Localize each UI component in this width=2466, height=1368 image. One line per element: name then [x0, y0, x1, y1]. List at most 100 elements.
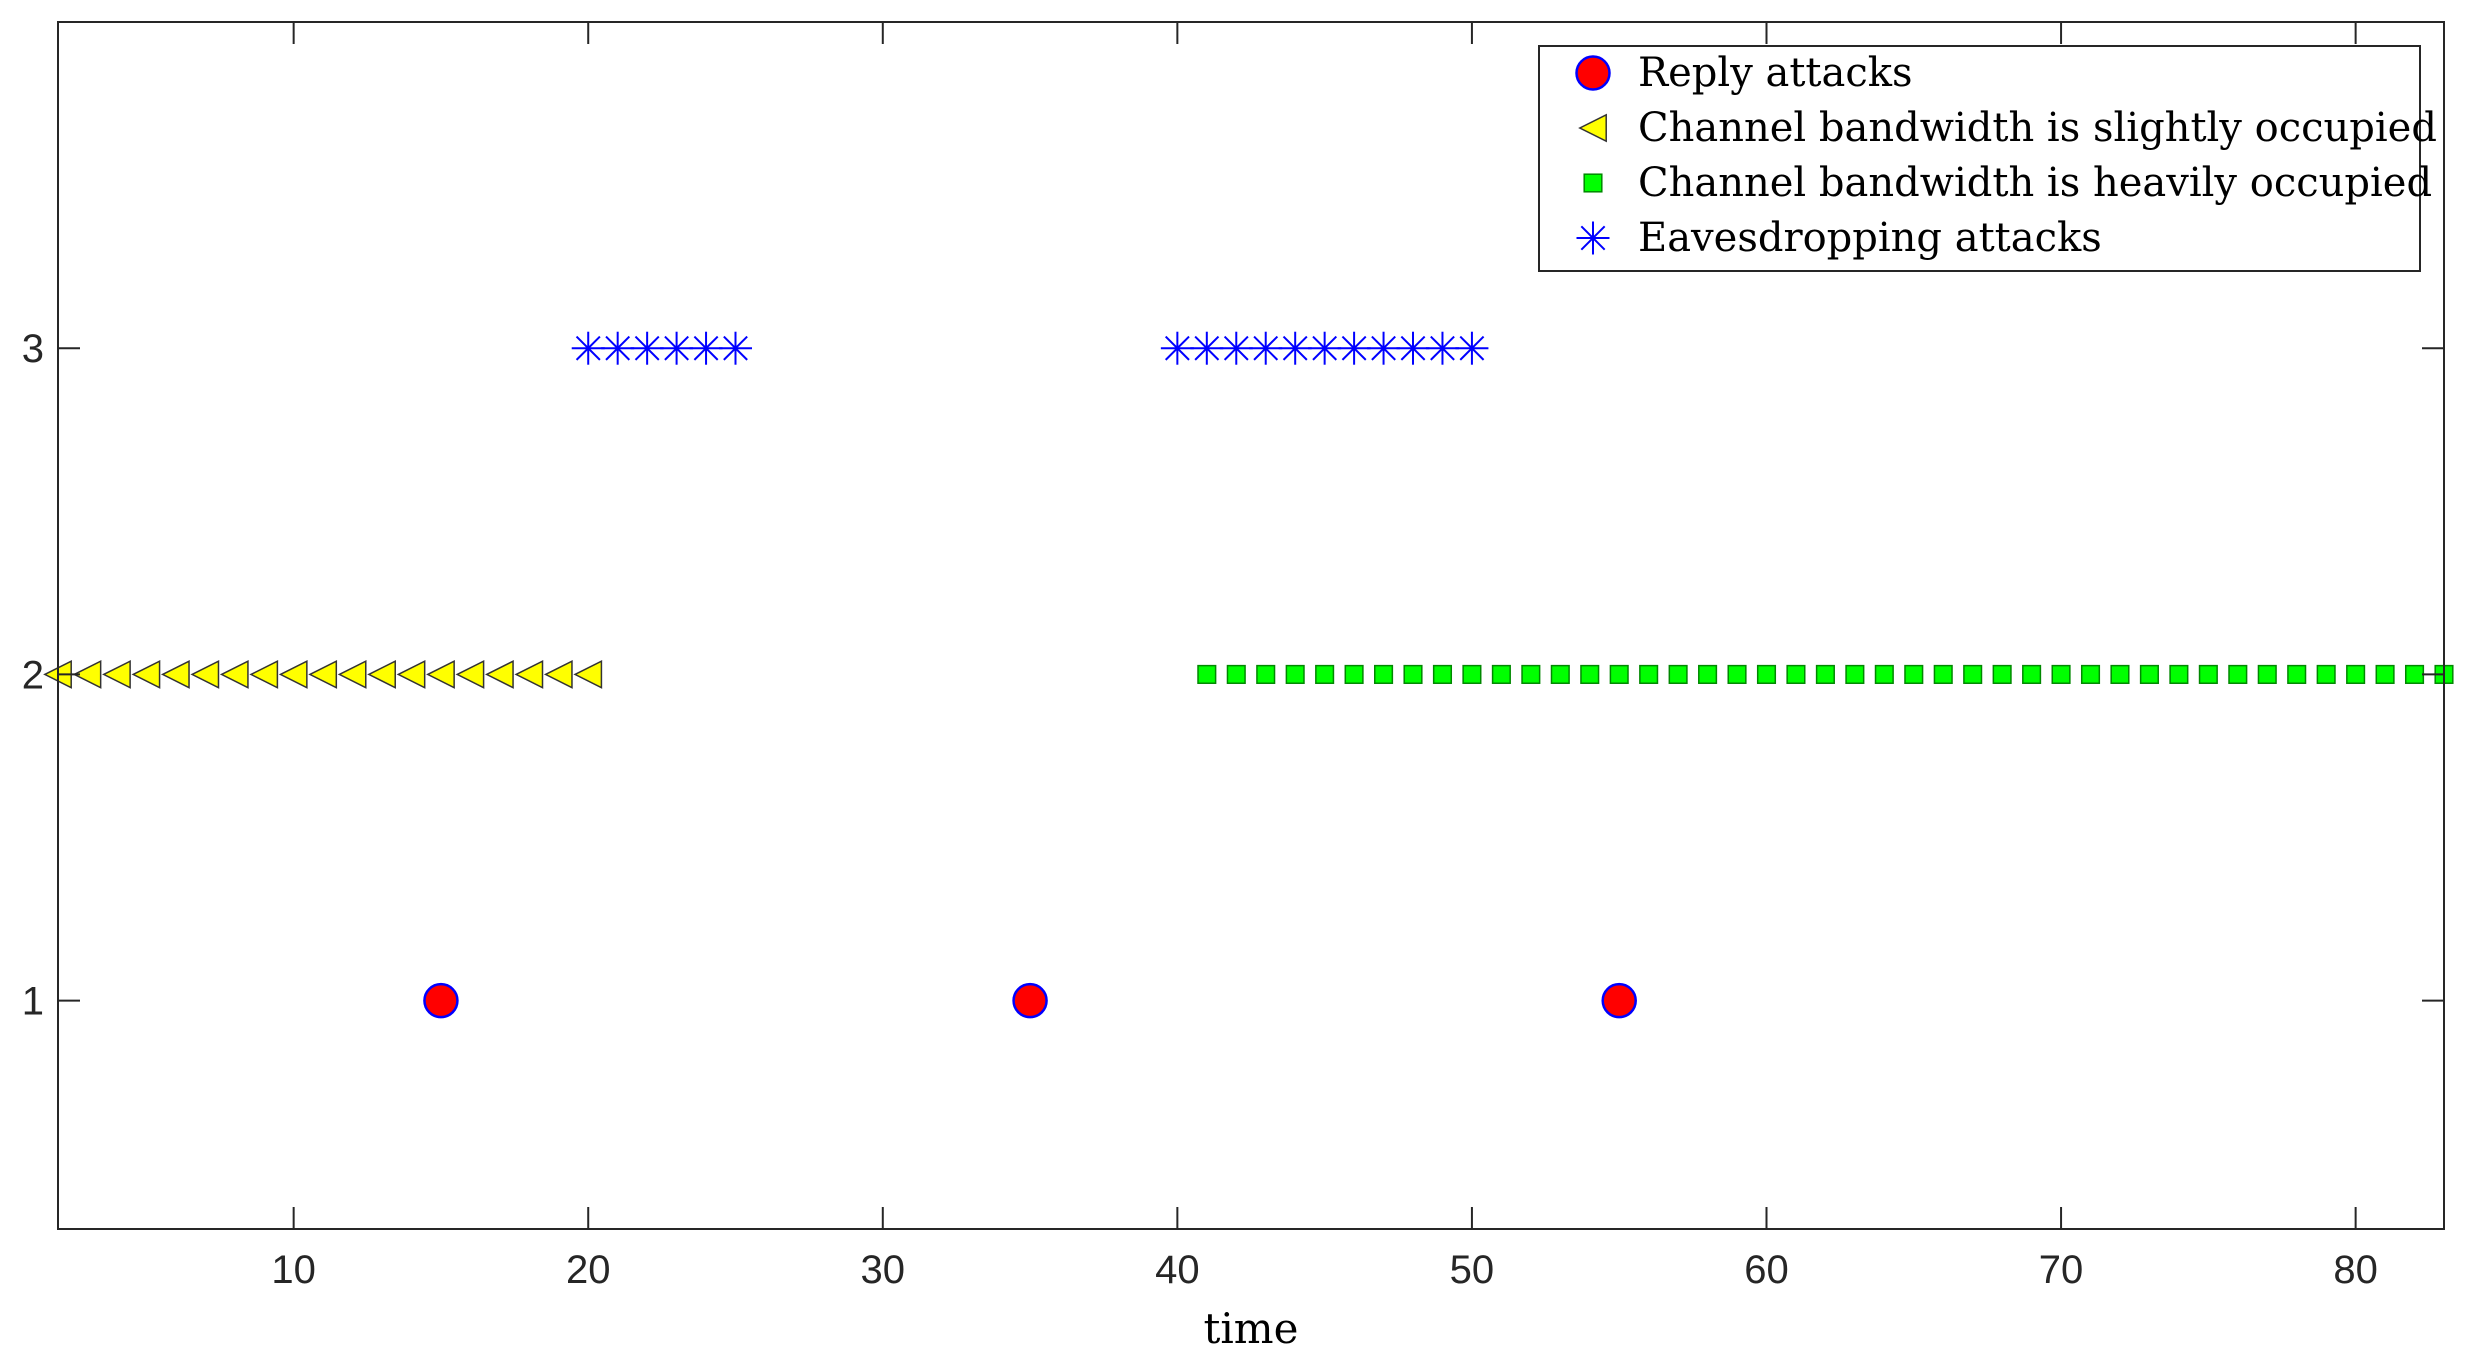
- legend-label: Channel bandwidth is slightly occupied: [1638, 105, 2437, 151]
- data-point: [571, 331, 605, 365]
- data-point: [1580, 664, 1600, 684]
- legend-label: Reply attacks: [1638, 50, 1913, 96]
- data-point: [689, 331, 723, 365]
- data-point: [719, 331, 753, 365]
- legend-marker: [1576, 221, 1610, 255]
- y-tick-label: 2: [22, 653, 44, 697]
- data-point: [1012, 982, 1048, 1019]
- data-point: [278, 660, 308, 689]
- data-point: [2287, 664, 2307, 684]
- legend-box: [1538, 45, 2421, 272]
- data-point: [1845, 664, 1865, 684]
- data-point: [1756, 664, 1777, 684]
- data-point: [1727, 664, 1747, 684]
- legend-label: Channel bandwidth is heavily occupied: [1638, 160, 2432, 206]
- data-point: [573, 660, 603, 689]
- tick-marks: 10 20 30 40 50 60 70 80 1 2 3: [22, 22, 2444, 1292]
- data-point: [2169, 664, 2189, 684]
- data-point: [1344, 664, 1364, 684]
- data-point: [1396, 331, 1430, 365]
- data-point: [1337, 331, 1371, 365]
- legend-marker: [1578, 113, 1607, 143]
- data-point: [1933, 664, 1953, 684]
- data-point: [1403, 664, 1423, 684]
- data-point: [1374, 664, 1394, 684]
- data-point: [249, 660, 279, 689]
- data-point: [1249, 331, 1283, 365]
- x-tick-label: 40: [1155, 1248, 1200, 1292]
- data-point: [1219, 331, 1253, 365]
- data-point: [1550, 664, 1570, 684]
- data-point: [2051, 664, 2071, 684]
- data-point: [219, 660, 249, 689]
- data-point: [1425, 331, 1459, 365]
- x-tick-label: 50: [1450, 1248, 1495, 1292]
- data-point: [1786, 664, 1806, 684]
- series-2-points: [43, 660, 603, 689]
- data-point: [543, 660, 573, 689]
- data-point: [2228, 664, 2248, 684]
- data-point: [1609, 664, 1629, 684]
- data-point: [337, 660, 367, 689]
- legend-entry: Eavesdropping attacks: [1576, 215, 2102, 261]
- data-point: [1367, 331, 1401, 365]
- data-point: [1278, 331, 1312, 365]
- data-point: [514, 660, 544, 689]
- data-point: [2404, 664, 2425, 684]
- data-point: [2316, 664, 2336, 684]
- legend-label: Eavesdropping attacks: [1638, 215, 2102, 261]
- series-3-points: [1197, 664, 2454, 684]
- data-point: [1874, 664, 1894, 684]
- data-point: [396, 660, 426, 689]
- legend: Reply attacks Channel bandwidth is slight…: [1538, 45, 2437, 272]
- data-point: [2080, 664, 2101, 684]
- data-point: [1698, 664, 1718, 684]
- data-point: [308, 660, 338, 689]
- x-tick-label: 10: [271, 1248, 316, 1292]
- data-point: [2346, 664, 2366, 684]
- data-point: [1190, 331, 1224, 365]
- legend-marker: [1583, 173, 1603, 193]
- data-point: [72, 660, 102, 689]
- data-point: [1432, 664, 1453, 684]
- data-point: [1601, 982, 1637, 1019]
- plot-frame: [57, 21, 2445, 1230]
- x-tick-label: 80: [2333, 1248, 2378, 1292]
- legend-items: Reply attacks Channel bandwidth is slight…: [1575, 50, 2437, 261]
- data-point: [630, 331, 664, 365]
- data-point: [2139, 664, 2159, 684]
- data-point: [1315, 664, 1335, 684]
- data-point: [2022, 664, 2042, 684]
- data-point: [1285, 664, 1305, 684]
- data-point: [131, 660, 161, 689]
- data-point: [160, 660, 190, 689]
- data-point: [1668, 664, 1688, 684]
- data-point: [2110, 664, 2130, 684]
- data-point: [1160, 331, 1194, 365]
- data-point: [601, 331, 635, 365]
- data-point: [102, 660, 131, 689]
- data-point: [1197, 664, 1217, 684]
- x-tick-label: 70: [2039, 1248, 2084, 1292]
- data-point: [1462, 664, 1482, 684]
- data-point: [2375, 664, 2395, 684]
- data-point: [660, 331, 694, 365]
- data-point: [1521, 664, 1541, 684]
- x-tick-label: 20: [566, 1248, 611, 1292]
- data-point: [1963, 664, 1983, 684]
- data-point: [1226, 664, 1246, 684]
- data-point: [426, 660, 455, 689]
- data-point: [1308, 331, 1342, 365]
- data-point: [1904, 664, 1924, 684]
- data-point: [2198, 664, 2218, 684]
- data-point: [423, 982, 459, 1019]
- series-4-points: [571, 331, 1489, 365]
- legend-entry: Channel bandwidth is slightly occupied: [1578, 105, 2437, 151]
- data-point: [1815, 664, 1835, 684]
- data-point: [455, 660, 485, 689]
- x-tick-label: 30: [861, 1248, 906, 1292]
- data-point: [190, 660, 220, 689]
- x-axis-label: time: [1204, 1304, 1299, 1353]
- legend-entry: Reply attacks: [1575, 50, 1913, 96]
